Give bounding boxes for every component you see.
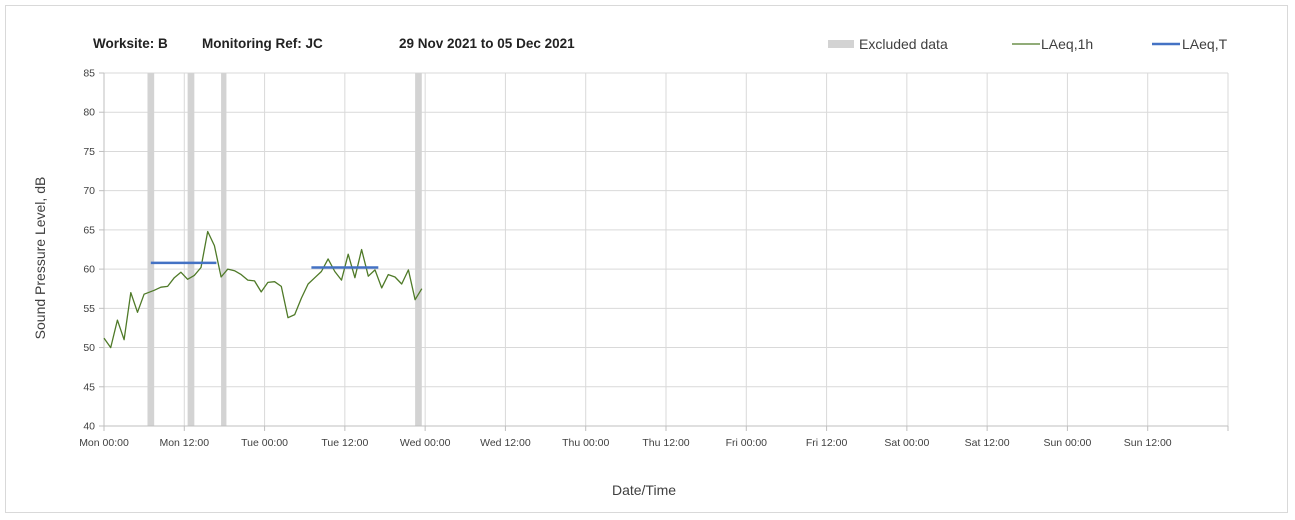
y-tick-label: 45 — [83, 381, 95, 393]
x-axis-label: Date/Time — [612, 482, 676, 498]
x-tick-label: Mon 00:00 — [79, 437, 129, 449]
axes-layer — [99, 72, 1229, 431]
excluded-data-band — [187, 73, 195, 426]
x-tick-label: Thu 12:00 — [642, 437, 689, 449]
title-monitoring-ref: Monitoring Ref: JC — [202, 36, 323, 51]
chart-frame — [5, 5, 1288, 513]
y-tick-label: 40 — [83, 421, 95, 433]
x-tick-label: Sat 12:00 — [965, 437, 1010, 449]
excluded-data-band — [415, 73, 422, 426]
x-tick-label: Wed 00:00 — [400, 437, 451, 449]
x-tick-label: Sat 00:00 — [884, 437, 929, 449]
legend: Excluded data LAeq,1h LAeq,T — [828, 36, 1228, 52]
x-tick-label: Wed 12:00 — [480, 437, 531, 449]
legend-swatch-excluded — [828, 40, 854, 48]
y-tick-label: 50 — [83, 342, 95, 354]
y-axis-label: Sound Pressure Level, dB — [32, 177, 48, 340]
y-tick-label: 85 — [83, 68, 95, 80]
legend-label-excluded: Excluded data — [859, 36, 948, 52]
y-tick-label: 70 — [83, 185, 95, 197]
title-period: 29 Nov 2021 to 05 Dec 2021 — [399, 36, 575, 51]
x-tick-label: Tue 12:00 — [321, 437, 368, 449]
series-laeq-1h-line — [103, 230, 423, 349]
y-tick-label: 75 — [83, 146, 95, 158]
y-tick-label: 80 — [83, 107, 95, 119]
legend-label-laeq-1h: LAeq,1h — [1041, 36, 1093, 52]
title-worksite: Worksite: B — [93, 36, 168, 51]
x-tick-label: Fri 00:00 — [726, 437, 768, 449]
x-tick-label: Fri 12:00 — [806, 437, 848, 449]
legend-label-laeq-t: LAeq,T — [1182, 36, 1228, 52]
grid-layer — [104, 72, 1229, 426]
x-tick-label: Tue 00:00 — [241, 437, 288, 449]
excluded-data-band — [147, 73, 155, 426]
x-tick-label: Thu 00:00 — [562, 437, 609, 449]
tick-labels-layer: 40 45 50 55 60 65 70 75 80 85 Mon 00:00 Mon 12:00 Tu… — [79, 68, 1172, 450]
excluded-data-band — [221, 73, 227, 426]
x-tick-label: Sun 00:00 — [1043, 437, 1091, 449]
excluded-bands-layer — [147, 73, 422, 426]
y-tick-label: 65 — [83, 224, 95, 236]
x-tick-label: Sun 12:00 — [1124, 437, 1172, 449]
y-tick-label: 60 — [83, 264, 95, 276]
y-tick-label: 55 — [83, 303, 95, 315]
x-tick-label: Mon 12:00 — [159, 437, 209, 449]
series-layer — [103, 230, 423, 349]
